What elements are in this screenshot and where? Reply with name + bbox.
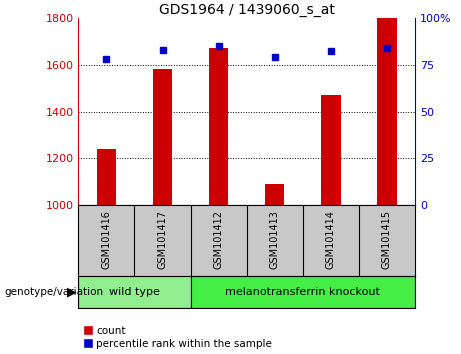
Bar xyxy=(190,276,415,308)
Text: wild type: wild type xyxy=(109,287,160,297)
Text: ▶: ▶ xyxy=(67,286,76,298)
Text: GSM101417: GSM101417 xyxy=(158,210,167,269)
Bar xyxy=(377,18,396,205)
Text: GSM101416: GSM101416 xyxy=(101,210,112,269)
Text: genotype/variation: genotype/variation xyxy=(5,287,104,297)
Text: GSM101414: GSM101414 xyxy=(326,210,336,269)
Bar xyxy=(209,48,228,205)
Bar xyxy=(265,184,284,205)
Legend: count, percentile rank within the sample: count, percentile rank within the sample xyxy=(83,326,272,349)
Title: GDS1964 / 1439060_s_at: GDS1964 / 1439060_s_at xyxy=(159,3,335,17)
Text: GSM101415: GSM101415 xyxy=(382,210,392,269)
Bar xyxy=(153,69,172,205)
Text: GSM101412: GSM101412 xyxy=(213,210,224,269)
Text: GSM101413: GSM101413 xyxy=(270,210,280,269)
Text: melanotransferrin knockout: melanotransferrin knockout xyxy=(225,287,380,297)
Bar xyxy=(78,276,190,308)
Bar xyxy=(97,149,116,205)
Bar xyxy=(321,95,341,205)
